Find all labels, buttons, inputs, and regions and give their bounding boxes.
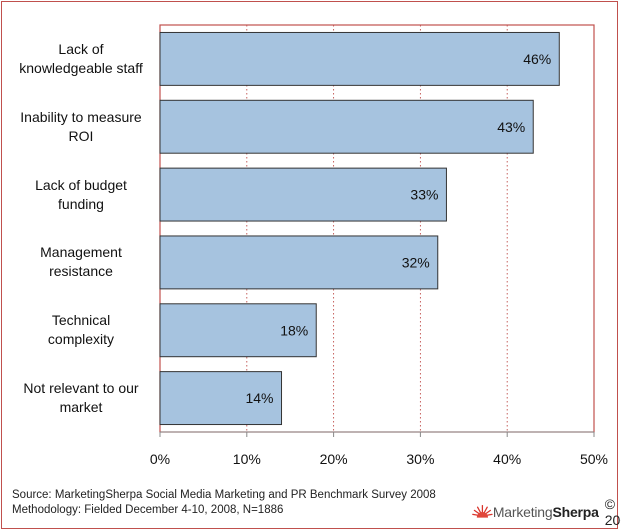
category-label-6: Not relevant to our market xyxy=(6,379,156,417)
methodology-line: Methodology: Fielded December 4-10, 2008… xyxy=(12,503,284,516)
bar-1 xyxy=(159,31,560,86)
category-label-line: ROI xyxy=(68,127,94,144)
category-label-line: Management xyxy=(40,244,122,261)
category-label-line: Not relevant to our xyxy=(23,380,139,397)
category-label-line: Lack of xyxy=(58,40,104,57)
x-tick-label-10: 10% xyxy=(233,451,261,467)
x-tick-label-40: 40% xyxy=(493,451,521,467)
category-label-line: market xyxy=(59,399,103,416)
value-label-5: 18% xyxy=(280,322,308,338)
category-label-2: Inability to measure ROI xyxy=(6,108,156,146)
category-label-1: Lack of knowledgeable staff xyxy=(6,40,156,78)
bar-4 xyxy=(159,235,439,290)
category-label-line: knowledgeable staff xyxy=(19,59,143,76)
category-label-line: funding xyxy=(58,195,104,212)
category-label-line: complexity xyxy=(47,331,115,348)
x-tick-label-30: 30% xyxy=(406,451,434,467)
category-label-5: Technical complexity xyxy=(6,311,156,349)
sun-logo-icon xyxy=(472,504,493,518)
category-label-4: Management resistance xyxy=(6,243,156,281)
value-label-4: 32% xyxy=(402,254,430,270)
x-tick-label-0: 0% xyxy=(150,451,170,467)
category-label-line: Inability to measure xyxy=(20,108,142,125)
x-tick-label-50: 50% xyxy=(580,451,608,467)
category-label-line: Technical xyxy=(51,312,111,329)
bar-2 xyxy=(159,99,534,154)
value-label-1: 46% xyxy=(523,51,551,67)
logo-word-marketing: Marketing xyxy=(492,504,553,520)
source-line: Source: MarketingSherpa Social Media Mar… xyxy=(12,489,436,501)
marketingsherpa-logo: MarketingSherpa © 2009 xyxy=(472,496,621,528)
bar-6 xyxy=(159,371,283,426)
plot-area xyxy=(159,24,595,433)
copyright: © 2009 xyxy=(604,496,621,528)
value-label-2: 43% xyxy=(497,119,525,135)
logo-word-sherpa: Sherpa xyxy=(552,504,599,520)
x-tick-label-20: 20% xyxy=(320,451,348,467)
category-label-line: Lack of budget xyxy=(35,176,127,193)
category-label-line: resistance xyxy=(49,263,113,280)
bar-chart: 46% 43% 33% 32% 18% 14% 0% 10% 20% 30% 40% 50% xyxy=(150,24,608,467)
bar-5 xyxy=(159,303,317,358)
value-label-3: 33% xyxy=(410,187,438,203)
source-note: Source: MarketingSherpa Social Media Mar… xyxy=(12,488,436,517)
category-label-3: Lack of budget funding xyxy=(6,176,156,214)
bar-3 xyxy=(159,167,447,222)
value-label-6: 14% xyxy=(245,390,273,406)
